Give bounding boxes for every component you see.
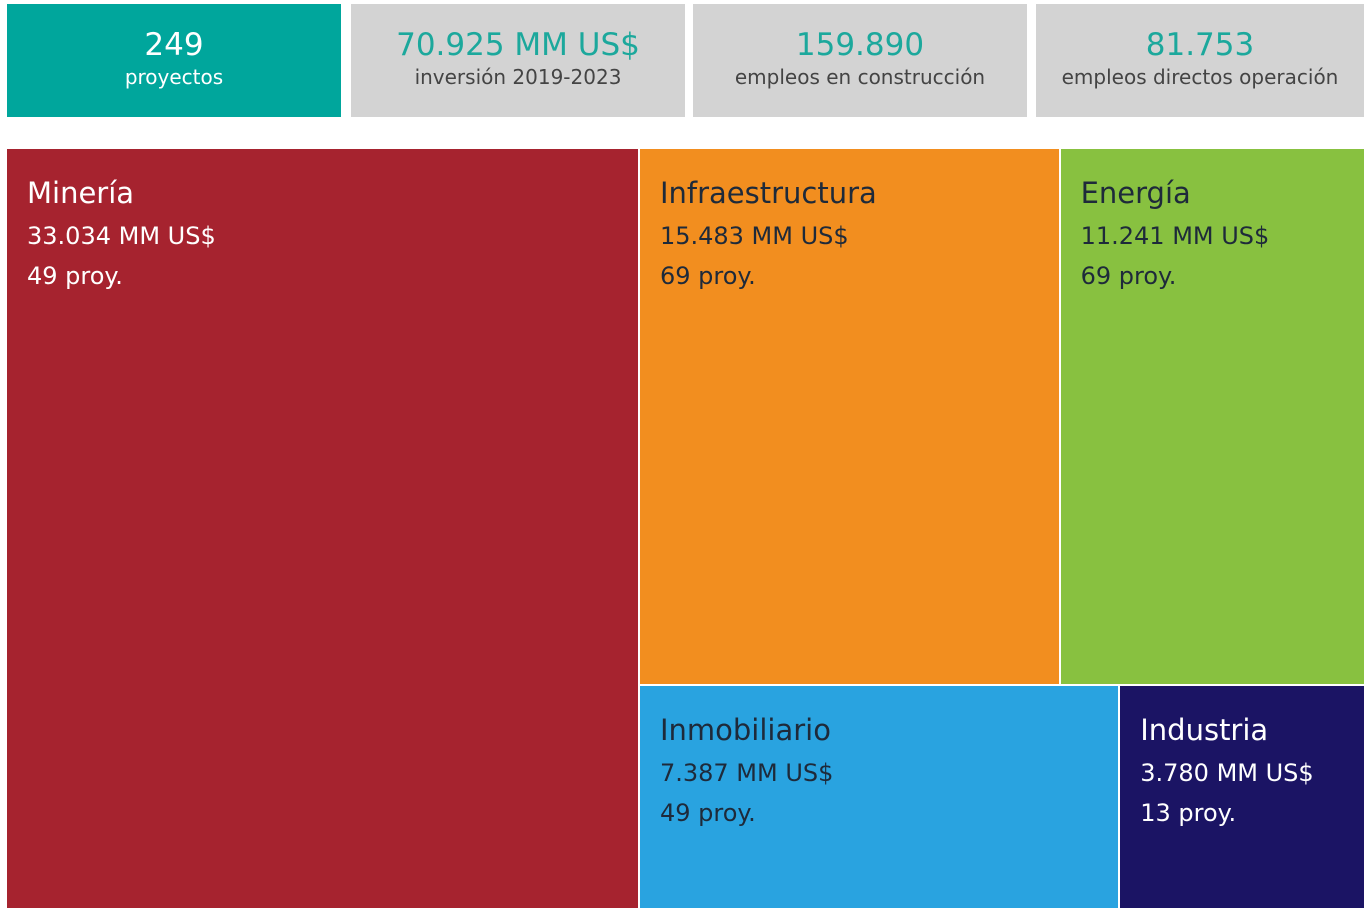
cell-title: Minería	[27, 176, 135, 210]
treemap-cell: Energía 11.241 MM US$ 69 proy.	[1060, 149, 1364, 686]
kpi-caption: empleos directos operación	[1061, 65, 1339, 89]
treemap-cell: Industria 3.780 MM US$ 13 proy.	[1120, 685, 1364, 910]
kpi-tile: 159.890 empleos en construcción	[693, 4, 1027, 117]
treemap-cell: Minería 33.034 MM US$ 49 proy.	[7, 149, 640, 910]
kpi-caption: inversión 2019-2023	[414, 65, 622, 89]
cell-projects: 49 proy.	[659, 798, 756, 827]
cell-projects: 49 proy.	[27, 262, 123, 290]
kpi-caption: proyectos	[124, 65, 224, 89]
cell-title: Inmobiliario	[659, 712, 831, 747]
kpi-value: 249	[144, 27, 204, 63]
kpi-value: 81.753	[1145, 27, 1255, 63]
cell-projects: 69 proy.	[1080, 262, 1177, 290]
kpi-tile: 249 proyectos	[7, 4, 341, 117]
kpi-tile: 81.753 empleos directos operación	[1036, 4, 1364, 117]
cell-value: 7.387 MM US$	[659, 758, 834, 787]
kpi-value: 70.925 MM US$	[396, 27, 640, 63]
cell-value: 15.483 MM US$	[659, 222, 849, 250]
cell-value: 11.241 MM US$	[1080, 222, 1270, 250]
treemap-cell: Infraestructura 15.483 MM US$ 69 proy.	[639, 149, 1061, 686]
cell-title: Infraestructura	[659, 176, 877, 210]
cell-value: 33.034 MM US$	[27, 222, 216, 250]
kpi-caption: empleos en construcción	[734, 65, 986, 89]
kpi-tile: 70.925 MM US$ inversión 2019-2023	[351, 4, 685, 117]
cell-title: Industria	[1140, 712, 1269, 747]
cell-title: Energía	[1080, 176, 1191, 210]
kpi-value: 159.890	[795, 27, 925, 63]
cell-projects: 13 proy.	[1140, 798, 1237, 827]
cell-value: 3.780 MM US$	[1140, 758, 1314, 787]
treemap-cell: Inmobiliario 7.387 MM US$ 49 proy.	[639, 685, 1121, 910]
cell-projects: 69 proy.	[659, 262, 756, 290]
